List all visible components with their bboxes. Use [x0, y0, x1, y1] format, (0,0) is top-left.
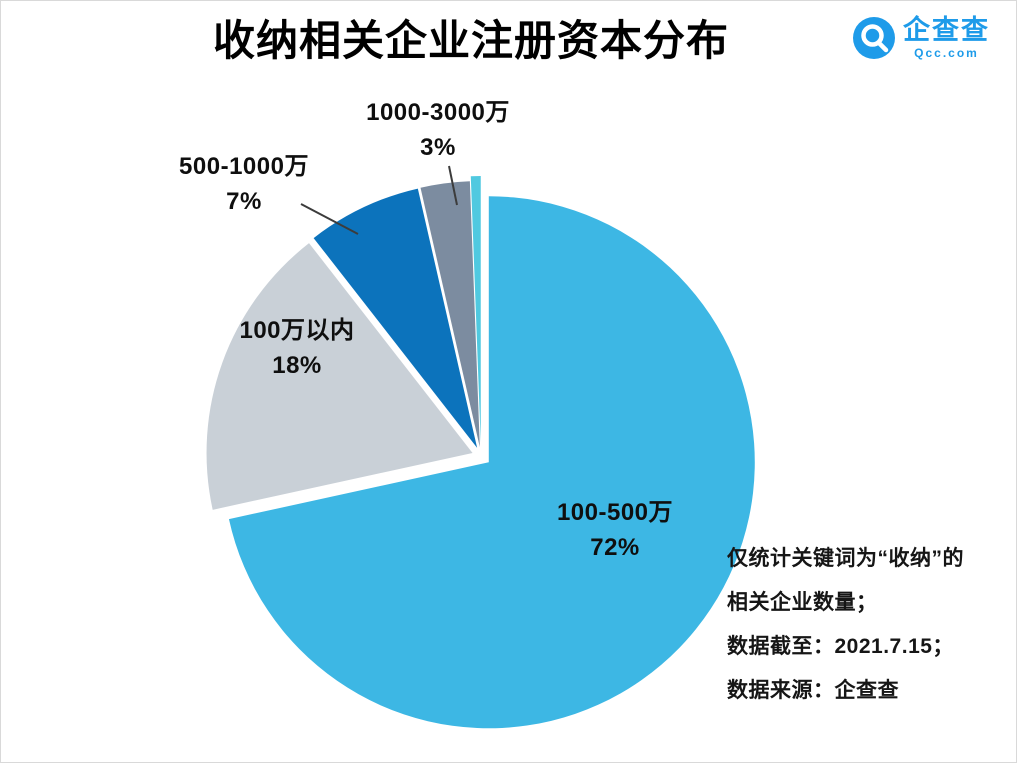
footnote-line-2: 相关企业数量；: [727, 591, 878, 614]
leader-line: [448, 165, 458, 206]
logo-brand-name: 企查查: [903, 15, 990, 45]
pie-label-pct: 3%: [420, 134, 456, 161]
pie-slice-sliver: [470, 176, 481, 442]
pie-label-text: 100-500万: [556, 499, 674, 526]
footnote: 仅统计关键词为“收纳”的 相关企业数量； 数据截至：2021.7.15； 数据来…: [727, 537, 964, 713]
qcc-logo-icon: [853, 17, 895, 59]
pie-slice-1000-3000万: [420, 181, 480, 448]
pie-label-500-1000: 500-1000万 7%: [124, 149, 364, 219]
pie-label-text: 1000-3000万: [366, 99, 510, 126]
pie-slice-500-1000万: [313, 188, 478, 448]
pie-label-1000-3000: 1000-3000万 3%: [318, 95, 558, 165]
pie-label-under-100: 100万以内 18%: [177, 313, 417, 383]
pie-label-text: 500-1000万: [179, 153, 309, 180]
pie-slice-100-500万: [228, 196, 755, 729]
pie-label-pct: 72%: [590, 534, 640, 561]
logo-domain-name: Qcc.com: [914, 46, 979, 60]
qcc-logo-text: 企查查 Qcc.com: [903, 16, 990, 60]
pie-label-100-500: 100-500万 72%: [495, 495, 735, 565]
footnote-line-4: 数据来源：企查查: [727, 679, 899, 702]
footnote-line-3: 数据截至：2021.7.15；: [727, 635, 954, 658]
chart-title: 收纳相关企业注册资本分布: [212, 17, 729, 64]
pie-label-pct: 18%: [272, 352, 322, 379]
footnote-line-1: 仅统计关键词为“收纳”的: [727, 547, 964, 570]
leader-line: [300, 203, 359, 235]
pie-label-text: 100万以内: [239, 317, 355, 344]
qcc-logo: 企查查 Qcc.com: [852, 16, 990, 60]
pie-label-pct: 7%: [226, 188, 262, 215]
pie-slice-100万以内: [206, 243, 473, 510]
